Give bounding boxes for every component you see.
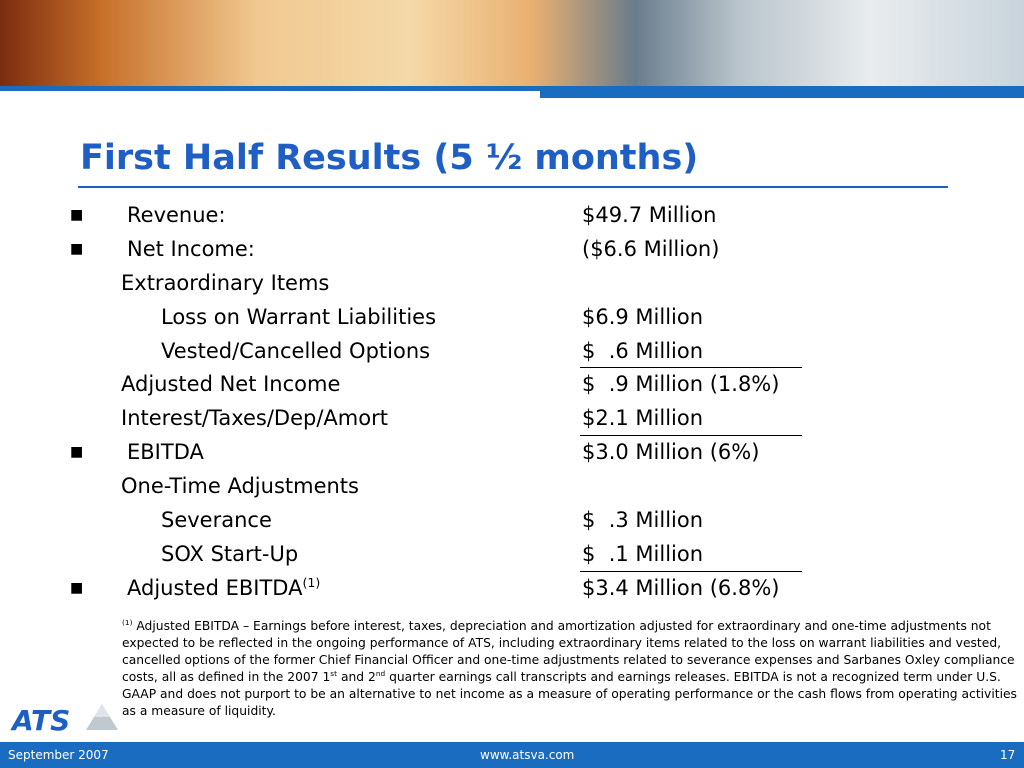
footnote-text: quarter earnings call transcripts and ea…: [122, 670, 1017, 718]
row-value: $ .6 Million: [582, 339, 704, 363]
row-label: Revenue:: [127, 203, 226, 227]
row: Adjusted Net Income $ .9 Million (1.8%): [0, 368, 1024, 402]
row-label: Severance: [161, 508, 272, 532]
slide-title: First Half Results (5 ½ months): [80, 138, 699, 178]
sum-rule: [580, 367, 802, 368]
sum-rule: [580, 435, 802, 436]
header-banner: [0, 0, 1024, 86]
bullet: ■: [70, 241, 84, 257]
header-stripe: [540, 91, 1024, 98]
row-value: $ .1 Million: [582, 542, 704, 566]
row: ■ Adjusted EBITDA(1) $3.4 Million (6.8%): [0, 572, 1024, 606]
row: Vested/Cancelled Options $ .6 Million: [0, 335, 1024, 369]
row-value: ($6.6 Million): [582, 237, 720, 261]
row-label: Vested/Cancelled Options: [161, 339, 431, 363]
row-label: Interest/Taxes/Dep/Amort: [121, 406, 388, 430]
row-label: EBITDA: [127, 440, 204, 464]
row-label: Adjusted Net Income: [121, 372, 341, 396]
footnote-ref: (1): [302, 575, 321, 590]
footnote-sup: st: [330, 668, 338, 678]
row-label: SOX Start-Up: [161, 542, 299, 566]
row-value: $3.4 Million (6.8%): [582, 576, 780, 600]
footnote-marker: (1): [122, 617, 133, 627]
row-value: $ .3 Million: [582, 508, 704, 532]
footer-date: September 2007: [8, 748, 109, 762]
footnote-sup: nd: [375, 668, 386, 678]
footnote: (1) Adjusted EBITDA – Earnings before in…: [122, 618, 1018, 720]
row: ■ Revenue: $49.7 Million: [0, 199, 1024, 233]
bullet: ■: [70, 207, 84, 223]
row-label: One-Time Adjustments: [121, 474, 359, 498]
bullet: ■: [70, 444, 84, 460]
row: Interest/Taxes/Dep/Amort $2.1 Million: [0, 402, 1024, 436]
row: Extraordinary Items: [0, 267, 1024, 301]
row: Loss on Warrant Liabilities $6.9 Million: [0, 301, 1024, 335]
row-label: Net Income:: [127, 237, 255, 261]
bullet: ■: [70, 580, 84, 596]
footer: September 2007 www.atsva.com 17: [0, 742, 1024, 768]
page-number: 17: [1000, 748, 1016, 762]
footnote-text: and 2: [337, 670, 376, 684]
header-stripe: [0, 86, 1024, 91]
row-label: Adjusted EBITDA(1): [127, 576, 320, 600]
footer-url: www.atsva.com: [480, 748, 575, 762]
row-value: $ .9 Million (1.8%): [582, 372, 780, 396]
row-value: $3.0 Million (6%): [582, 440, 760, 464]
footnote-text: Adjusted EBITDA – Earnings before intere…: [122, 619, 1015, 684]
row-label: Loss on Warrant Liabilities: [161, 305, 437, 329]
row-value: $6.9 Million: [582, 305, 704, 329]
row-label: Extraordinary Items: [121, 271, 330, 295]
logo-pyramid: [94, 704, 110, 717]
logo-text: ATS: [10, 704, 70, 736]
row: ■ Net Income: ($6.6 Million): [0, 233, 1024, 267]
row: SOX Start-Up $ .1 Million: [0, 538, 1024, 572]
row-value: $2.1 Million: [582, 406, 704, 430]
row: One-Time Adjustments: [0, 470, 1024, 504]
row-label-text: Adjusted EBITDA: [127, 576, 303, 600]
title-rule: [78, 186, 948, 188]
row: ■ EBITDA $3.0 Million (6%): [0, 436, 1024, 470]
logo: ATS: [10, 704, 118, 736]
sum-rule: [580, 571, 802, 572]
row: Severance $ .3 Million: [0, 504, 1024, 538]
row-value: $49.7 Million: [582, 203, 717, 227]
